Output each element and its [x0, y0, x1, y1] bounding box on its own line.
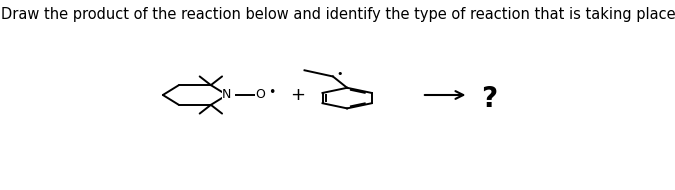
Text: N: N — [222, 89, 232, 101]
Text: +: + — [290, 86, 306, 104]
Text: •: • — [336, 69, 342, 79]
Text: ?: ? — [481, 85, 497, 113]
Text: •: • — [268, 86, 275, 99]
Text: Draw the product of the reaction below and identify the type of reaction that is: Draw the product of the reaction below a… — [1, 7, 675, 22]
Text: O: O — [256, 89, 265, 101]
